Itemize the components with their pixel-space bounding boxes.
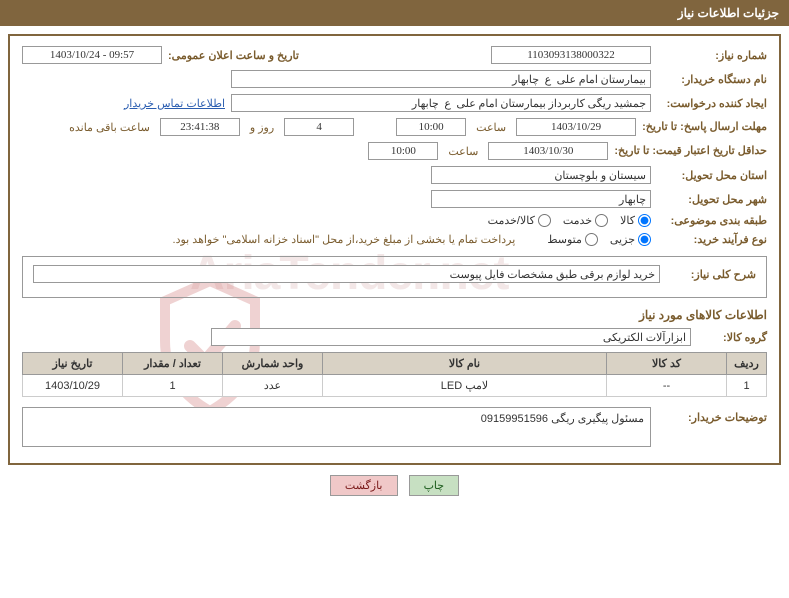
time-remaining-field <box>160 118 240 136</box>
category-label-both: کالا/خدمت <box>488 214 535 227</box>
cell-date: 1403/10/29 <box>23 375 123 397</box>
city-label: شهر محل تحویل: <box>657 193 767 206</box>
process-radio-minor[interactable] <box>638 233 651 246</box>
deadline-date-field <box>516 118 636 136</box>
print-button[interactable]: چاپ <box>409 475 460 496</box>
deadline-label: مهلت ارسال پاسخ: تا تاریخ: <box>642 120 767 134</box>
buyer-org-label: نام دستگاه خریدار: <box>657 73 767 86</box>
process-label-minor: جزیی <box>610 233 635 246</box>
goods-info-title: اطلاعات کالاهای مورد نیاز <box>22 308 767 322</box>
cell-row: 1 <box>727 375 767 397</box>
group-label: گروه کالا: <box>697 331 767 344</box>
cell-unit: عدد <box>223 375 323 397</box>
city-field <box>431 190 651 208</box>
category-label-service: خدمت <box>563 214 592 227</box>
group-field <box>211 328 691 346</box>
validity-time-field <box>368 142 438 160</box>
page-title: جزئیات اطلاعات نیاز <box>678 6 779 20</box>
time-label-2: ساعت <box>448 145 478 158</box>
col-name: نام کالا <box>323 353 607 375</box>
validity-label: حداقل تاریخ اعتبار قیمت: تا تاریخ: <box>614 144 767 158</box>
button-bar: چاپ بازگشت <box>0 475 789 496</box>
back-button[interactable]: بازگشت <box>330 475 398 496</box>
col-unit: واحد شمارش <box>223 353 323 375</box>
cell-code: -- <box>607 375 727 397</box>
category-radio-both[interactable] <box>538 214 551 227</box>
announce-date-field <box>22 46 162 64</box>
category-radio-service[interactable] <box>595 214 608 227</box>
need-number-label: شماره نیاز: <box>657 49 767 62</box>
process-label-medium: متوسط <box>547 233 582 246</box>
category-radio-group: کالا خدمت کالا/خدمت <box>488 214 651 227</box>
summary-section: شرح کلی نیاز: <box>22 256 767 298</box>
payment-note: پرداخت تمام یا بخشی از مبلغ خرید،از محل … <box>173 233 516 246</box>
validity-date-field <box>488 142 608 160</box>
days-remaining-field <box>284 118 354 136</box>
time-label-1: ساعت <box>476 121 506 134</box>
category-label: طبقه بندی موضوعی: <box>657 214 767 227</box>
table-row: 1 -- لامپ LED عدد 1 1403/10/29 <box>23 375 767 397</box>
category-radio-goods[interactable] <box>638 214 651 227</box>
goods-table: ردیف کد کالا نام کالا واحد شمارش تعداد /… <box>22 352 767 397</box>
category-label-goods: کالا <box>620 214 635 227</box>
province-label: استان محل تحویل: <box>657 169 767 182</box>
col-row: ردیف <box>727 353 767 375</box>
process-radio-medium[interactable] <box>585 233 598 246</box>
col-qty: تعداد / مقدار <box>123 353 223 375</box>
deadline-time-field <box>396 118 466 136</box>
main-frame: AriaTender.net شماره نیاز: تاریخ و ساعت … <box>8 34 781 465</box>
need-number-field <box>491 46 651 64</box>
cell-qty: 1 <box>123 375 223 397</box>
remaining-label: ساعت باقی مانده <box>69 121 150 134</box>
process-label: نوع فرآیند خرید: <box>657 233 767 246</box>
cell-name: لامپ LED <box>323 375 607 397</box>
summary-label: شرح کلی نیاز: <box>666 268 756 281</box>
province-field <box>431 166 651 184</box>
days-label: روز و <box>250 121 274 134</box>
requester-label: ایجاد کننده درخواست: <box>657 97 767 110</box>
announce-date-label: تاریخ و ساعت اعلان عمومی: <box>168 49 299 62</box>
summary-field <box>33 265 660 283</box>
col-code: کد کالا <box>607 353 727 375</box>
buyer-contact-link[interactable]: اطلاعات تماس خریدار <box>124 97 225 110</box>
buyer-org-field <box>231 70 651 88</box>
buyer-notes-box: مسئول پیگیری ریگی 09159951596 <box>22 407 651 447</box>
requester-field <box>231 94 651 112</box>
col-date: تاریخ نیاز <box>23 353 123 375</box>
buyer-notes-label: توضیحات خریدار: <box>657 407 767 424</box>
process-radio-group: جزیی متوسط <box>547 233 651 246</box>
page-header: جزئیات اطلاعات نیاز <box>0 0 789 26</box>
